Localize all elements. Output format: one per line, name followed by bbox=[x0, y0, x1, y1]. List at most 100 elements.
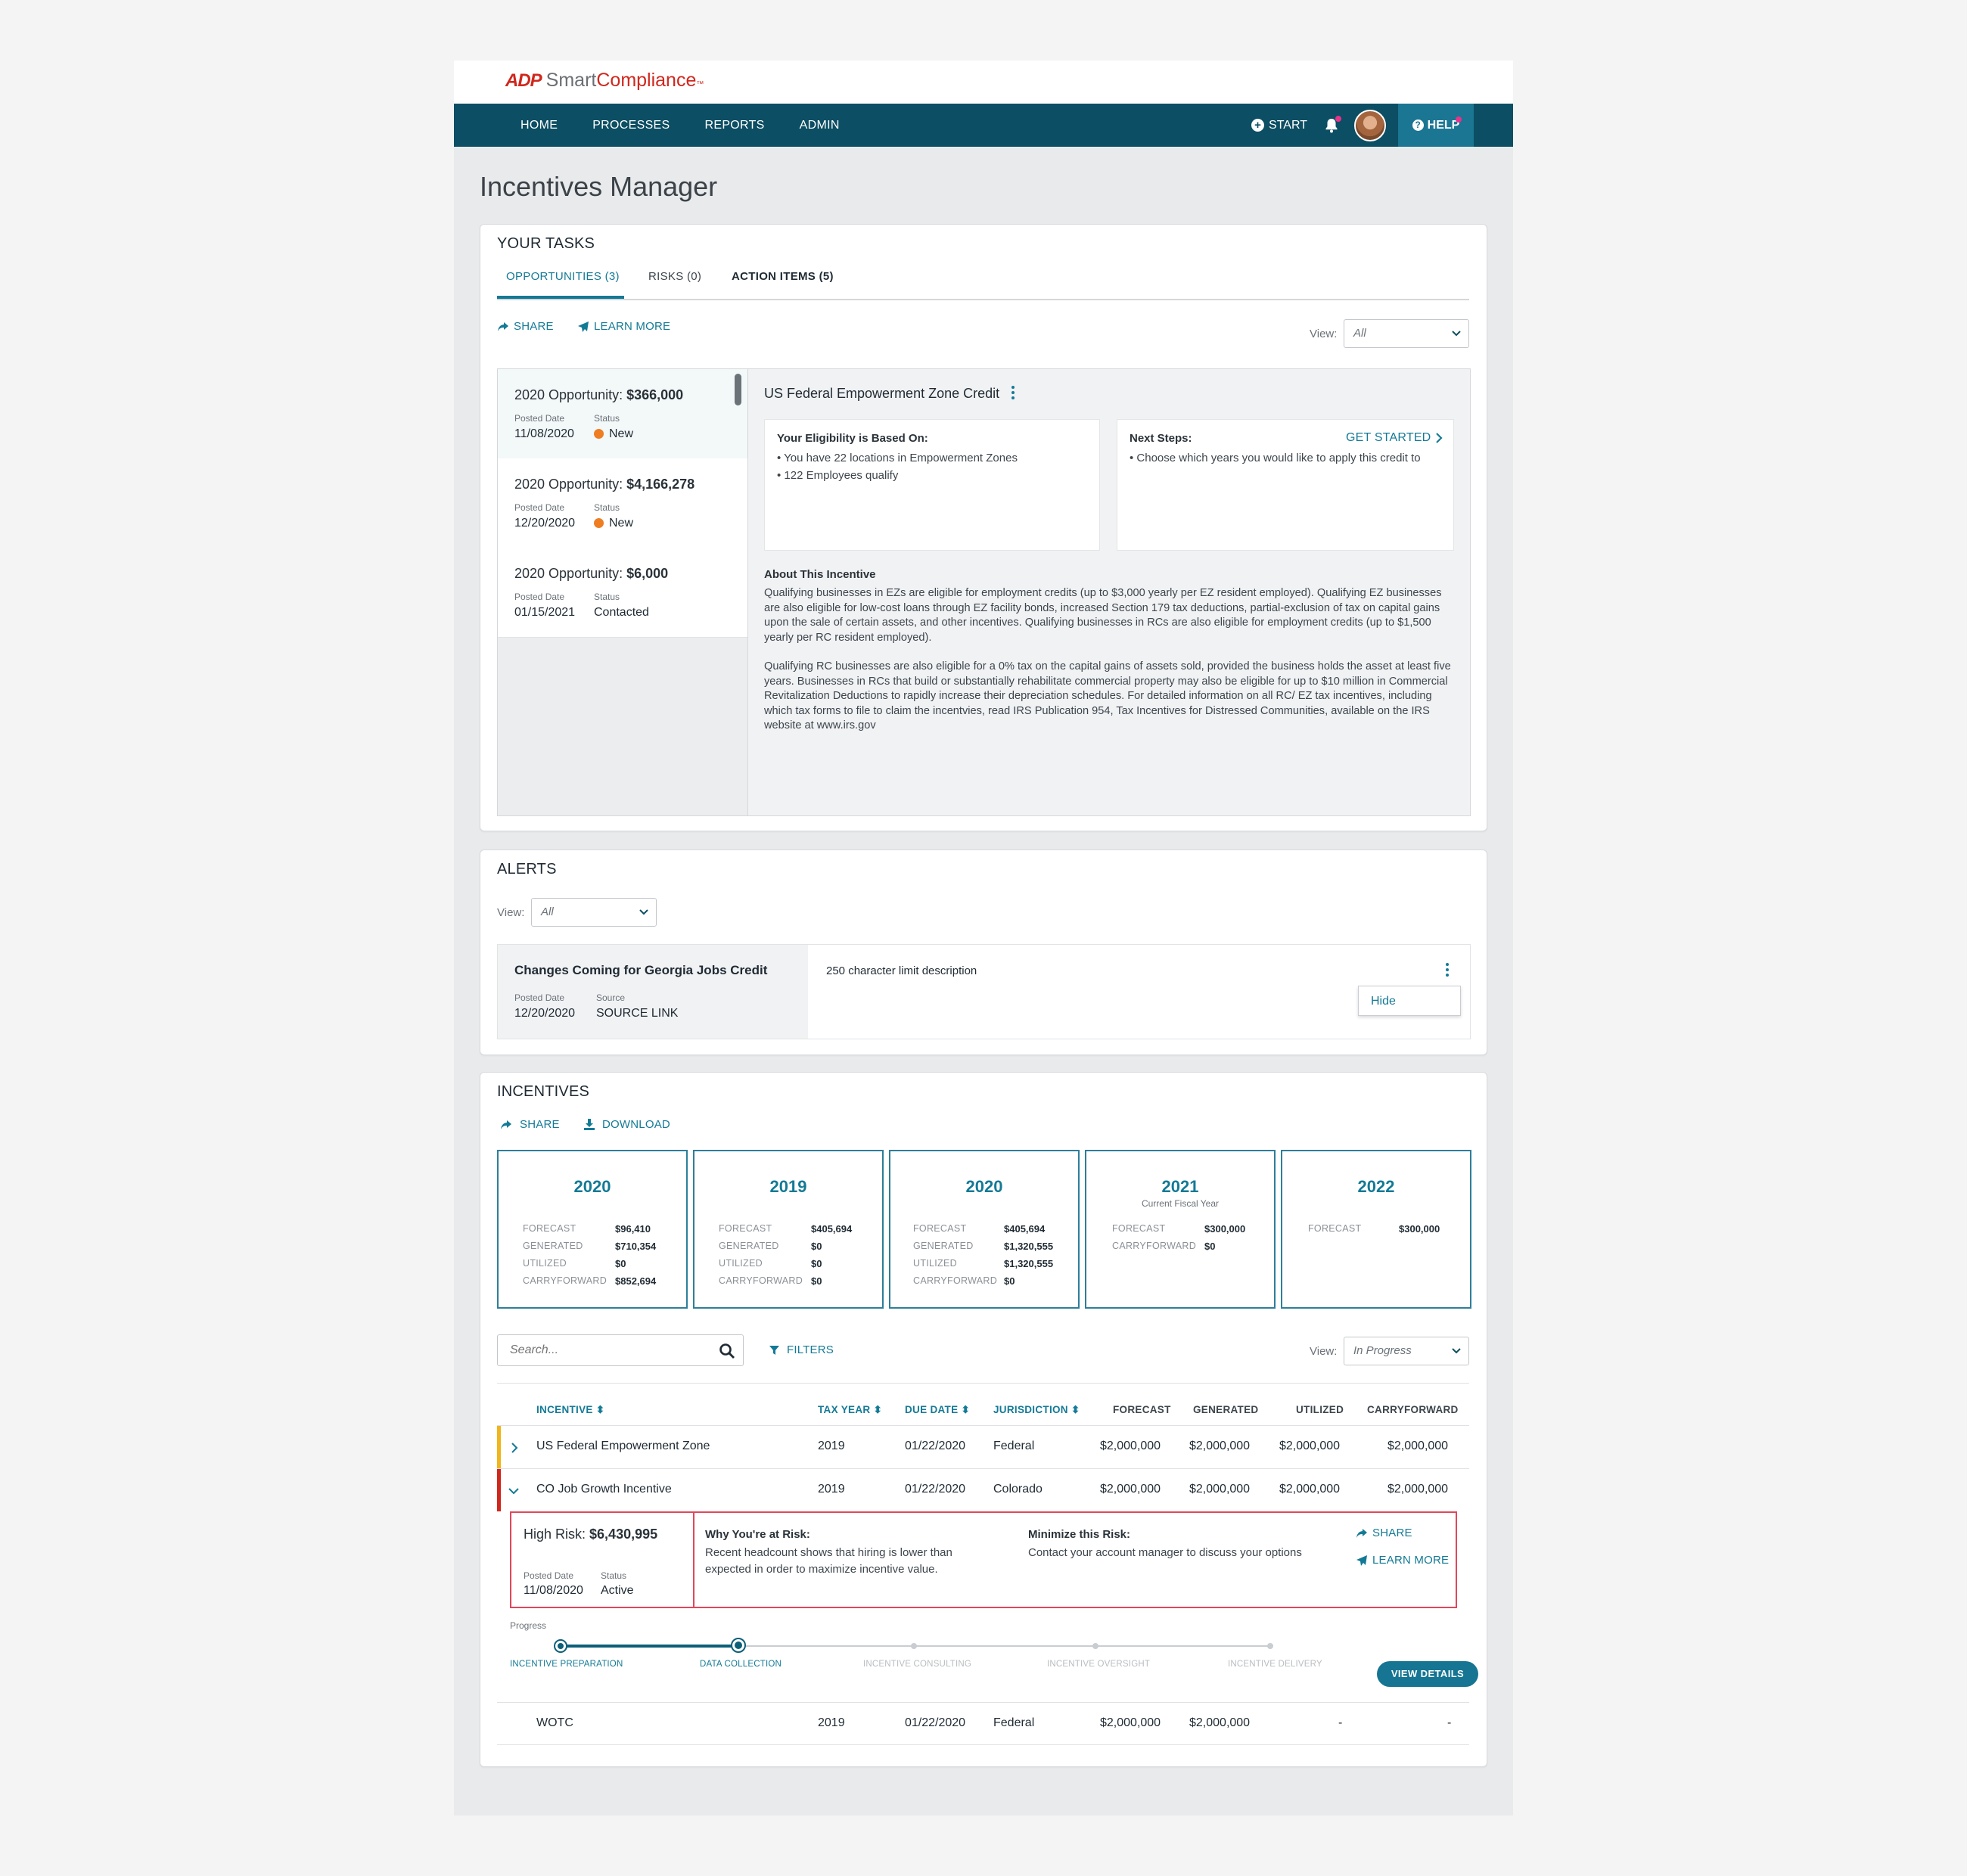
logo-trademark: ™ bbox=[696, 80, 704, 89]
minimize-risk-heading: Minimize this Risk: bbox=[1028, 1528, 1131, 1541]
eligibility-heading: Your Eligibility is Based On: bbox=[777, 432, 928, 445]
opportunity-title: 2020 Opportunity: $4,166,278 bbox=[514, 477, 695, 492]
year-summary-card[interactable]: 2020 FORECAST $96,410 GENERATED $710,354… bbox=[497, 1150, 688, 1309]
alerts-view-select[interactable]: All bbox=[531, 898, 657, 927]
posted-date-value: 11/08/2020 bbox=[524, 1584, 583, 1597]
get-started-label: GET STARTED bbox=[1346, 431, 1431, 444]
status-label: Status bbox=[601, 1570, 627, 1581]
main-navigation: HOME PROCESSES REPORTS ADMIN + START ? H… bbox=[454, 104, 1513, 147]
table-row[interactable]: WOTC 2019 01/22/2020 Federal $2,000,000 … bbox=[497, 1702, 1469, 1745]
forecast-value: $405,694 bbox=[811, 1223, 853, 1235]
tab-opportunities[interactable]: OPPORTUNITIES (3) bbox=[506, 270, 620, 283]
jurisdiction: Federal bbox=[993, 1716, 1035, 1729]
tasks-title: YOUR TASKS bbox=[497, 235, 595, 252]
tasks-view-select[interactable]: All bbox=[1344, 319, 1469, 348]
user-avatar[interactable] bbox=[1354, 109, 1386, 141]
column-header-tax-year[interactable]: TAX YEAR ⬍ bbox=[818, 1404, 883, 1415]
minimize-risk-text: Contact your account manager to discuss … bbox=[1028, 1546, 1302, 1559]
source-link[interactable]: SOURCE LINK bbox=[596, 1007, 679, 1020]
incentives-view-select[interactable]: In Progress bbox=[1344, 1337, 1469, 1365]
row-status-indicator bbox=[497, 1426, 501, 1468]
risk-detail-panel: High Risk: $6,430,995 Posted Date Status… bbox=[510, 1511, 1457, 1608]
opportunity-item[interactable]: 2020 Opportunity: $366,000 Posted Date S… bbox=[498, 369, 747, 459]
table-row[interactable]: CO Job Growth Incentive 2019 01/22/2020 … bbox=[497, 1468, 1469, 1511]
learn-more-button[interactable]: LEARN MORE bbox=[577, 320, 670, 333]
status-new-dot bbox=[594, 518, 604, 529]
chevron-down-icon[interactable] bbox=[508, 1487, 519, 1495]
year-label: 2019 bbox=[769, 1177, 807, 1196]
utilized-label: UTILIZED bbox=[913, 1258, 957, 1269]
utilized: - bbox=[1338, 1716, 1343, 1729]
more-options-icon[interactable] bbox=[1011, 386, 1015, 402]
next-step-item: • Choose which years you would like to a… bbox=[1130, 452, 1421, 464]
alerts-view-value: All bbox=[541, 905, 554, 918]
utilized: $2,000,000 bbox=[1279, 1440, 1341, 1452]
nav-processes[interactable]: PROCESSES bbox=[592, 118, 670, 132]
get-started-link[interactable]: GET STARTED bbox=[1346, 431, 1443, 445]
forecast: $2,000,000 bbox=[1100, 1716, 1161, 1729]
tab-risks[interactable]: RISKS (0) bbox=[648, 270, 702, 283]
adp-smartcompliance-logo[interactable]: ADP Smart Compliance ™ bbox=[505, 70, 704, 92]
carryforward: $2,000,000 bbox=[1387, 1483, 1449, 1496]
eligibility-item: • 122 Employees qualify bbox=[777, 469, 899, 482]
year-summary-card[interactable]: 2019 FORECAST $405,694 GENERATED $0 UTIL… bbox=[693, 1150, 884, 1309]
tab-action-items[interactable]: ACTION ITEMS (5) bbox=[732, 270, 834, 283]
column-header-forecast: FORECAST bbox=[1113, 1404, 1171, 1415]
risk-summary: High Risk: $6,430,995 Posted Date Status… bbox=[511, 1513, 695, 1607]
download-button[interactable]: DOWNLOAD bbox=[584, 1118, 670, 1131]
sort-icon: ⬍ bbox=[873, 1404, 883, 1415]
year-summary-card[interactable]: 2021 Current Fiscal Year FORECAST $300,0… bbox=[1085, 1150, 1276, 1309]
more-options-icon[interactable] bbox=[1445, 963, 1450, 979]
column-header-incentive[interactable]: INCENTIVE ⬍ bbox=[536, 1404, 605, 1415]
utilized-value: $1,320,555 bbox=[1004, 1258, 1054, 1269]
chevron-right-icon bbox=[1436, 433, 1443, 443]
risk-learn-more-button[interactable]: LEARN MORE bbox=[1356, 1554, 1449, 1567]
nav-reports[interactable]: REPORTS bbox=[704, 118, 765, 132]
carryforward-value: $0 bbox=[1204, 1241, 1216, 1252]
share-label: SHARE bbox=[520, 1118, 560, 1131]
year-summary-card[interactable]: 2020 FORECAST $405,694 GENERATED $1,320,… bbox=[889, 1150, 1080, 1309]
search-icon[interactable] bbox=[719, 1343, 735, 1359]
incentives-title: INCENTIVES bbox=[497, 1083, 590, 1100]
column-header-jurisdiction[interactable]: JURISDICTION ⬍ bbox=[993, 1404, 1080, 1415]
alerts-title: ALERTS bbox=[497, 861, 557, 877]
forecast-value: $300,000 bbox=[1204, 1223, 1246, 1235]
generated: $2,000,000 bbox=[1189, 1483, 1251, 1496]
share-button[interactable]: SHARE bbox=[500, 1118, 560, 1131]
filters-button[interactable]: FILTERS bbox=[769, 1343, 834, 1356]
stage-label: INCENTIVE OVERSIGHT bbox=[1047, 1660, 1151, 1669]
share-button[interactable]: SHARE bbox=[497, 320, 554, 333]
hide-menu-item[interactable]: Hide bbox=[1358, 986, 1461, 1016]
nav-admin[interactable]: ADMIN bbox=[799, 118, 840, 132]
stage-node-fill bbox=[558, 1643, 564, 1649]
chevron-down-icon bbox=[639, 909, 648, 915]
chevron-down-icon bbox=[1452, 331, 1461, 337]
share-icon bbox=[498, 321, 508, 331]
column-header-due-date[interactable]: DUE DATE ⬍ bbox=[905, 1404, 971, 1415]
risk-share-button[interactable]: SHARE bbox=[1356, 1527, 1412, 1539]
list-scrollbar[interactable] bbox=[735, 374, 741, 405]
chevron-right-icon[interactable] bbox=[511, 1443, 518, 1453]
stage-node-pending[interactable] bbox=[1267, 1643, 1273, 1649]
stage-node-pending[interactable] bbox=[1092, 1643, 1098, 1649]
next-steps-heading: Next Steps: bbox=[1130, 432, 1192, 445]
year-summary-card[interactable]: 2022 FORECAST $300,000 bbox=[1281, 1150, 1471, 1309]
search-input[interactable] bbox=[508, 1343, 701, 1358]
opportunity-item[interactable]: 2020 Opportunity: $4,166,278 Posted Date… bbox=[498, 458, 747, 548]
learn-more-label: LEARN MORE bbox=[1372, 1554, 1450, 1567]
current-fiscal-year-label: Current Fiscal Year bbox=[1141, 1198, 1220, 1209]
share-label: SHARE bbox=[514, 320, 554, 333]
stage-node-pending[interactable] bbox=[911, 1643, 917, 1649]
utilized-value: $0 bbox=[615, 1258, 626, 1269]
notifications-button[interactable] bbox=[1324, 115, 1341, 134]
page-title: Incentives Manager bbox=[480, 171, 718, 202]
alert-item: Changes Coming for Georgia Jobs Credit P… bbox=[497, 944, 1471, 1039]
table-row[interactable]: US Federal Empowerment Zone 2019 01/22/2… bbox=[497, 1425, 1469, 1468]
incentives-card: INCENTIVES SHARE DOWNLOAD 2020 FORECAST … bbox=[480, 1072, 1487, 1767]
generated: $2,000,000 bbox=[1189, 1440, 1251, 1452]
help-button[interactable]: ? HELP bbox=[1398, 104, 1474, 147]
view-details-button[interactable]: VIEW DETAILS bbox=[1377, 1661, 1478, 1687]
opportunity-item[interactable]: 2020 Opportunity: $6,000 Posted Date Sta… bbox=[498, 548, 747, 638]
start-button[interactable]: + START bbox=[1251, 119, 1307, 132]
nav-home[interactable]: HOME bbox=[520, 118, 558, 132]
